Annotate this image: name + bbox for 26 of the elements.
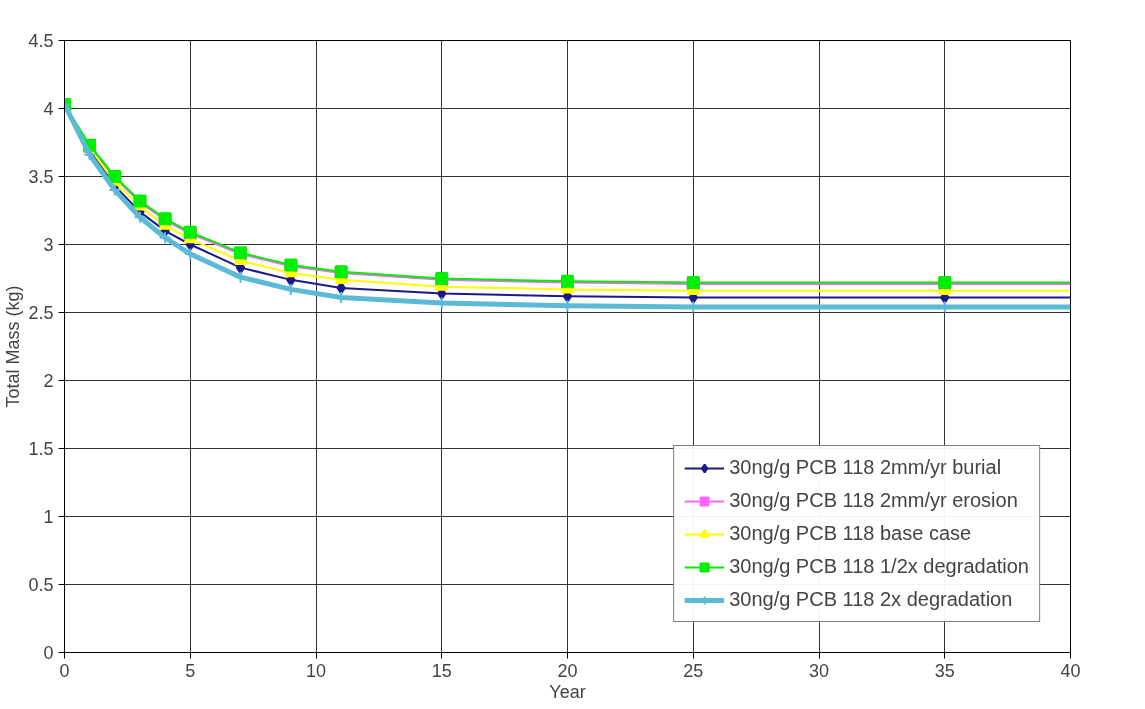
y-tick-label: 4.5 xyxy=(28,31,54,51)
legend-label: 30ng/g PCB 118 2x degradation xyxy=(729,588,1013,611)
y-tick-label: 0.5 xyxy=(28,575,54,595)
y-tick-label: 1.5 xyxy=(28,439,54,459)
y-tick-label: 0 xyxy=(43,643,54,663)
legend-label: 30ng/g PCB 118 2mm/yr erosion xyxy=(729,489,1018,512)
x-tick-label: 40 xyxy=(1060,660,1081,681)
x-tick-label: 20 xyxy=(557,660,578,681)
y-tick-label: 4 xyxy=(43,99,54,119)
y-tick-label: 1 xyxy=(43,507,54,527)
x-tick-label: 5 xyxy=(185,660,196,681)
y-axis-title: Total Mass (kg) xyxy=(3,285,24,408)
legend-label: 30ng/g PCB 118 base case xyxy=(729,522,972,545)
y-tick-label: 3 xyxy=(43,235,54,255)
y-tick-label: 3.5 xyxy=(28,167,54,187)
x-tick-label: 35 xyxy=(934,660,955,681)
x-tick-label: 10 xyxy=(305,660,327,681)
x-tick-label: 15 xyxy=(431,660,452,681)
x-axis-title: Year xyxy=(549,681,586,702)
legend-label: 30ng/g PCB 118 2mm/yr burial xyxy=(729,456,1002,479)
x-tick-label: 25 xyxy=(683,660,704,681)
x-tick-label: 0 xyxy=(59,660,70,681)
legend-label: 30ng/g PCB 118 1/2x degradation xyxy=(729,555,1029,578)
y-tick-label: 2.5 xyxy=(28,303,54,323)
y-tick-label: 2 xyxy=(43,371,54,391)
x-tick-label: 30 xyxy=(808,660,830,681)
